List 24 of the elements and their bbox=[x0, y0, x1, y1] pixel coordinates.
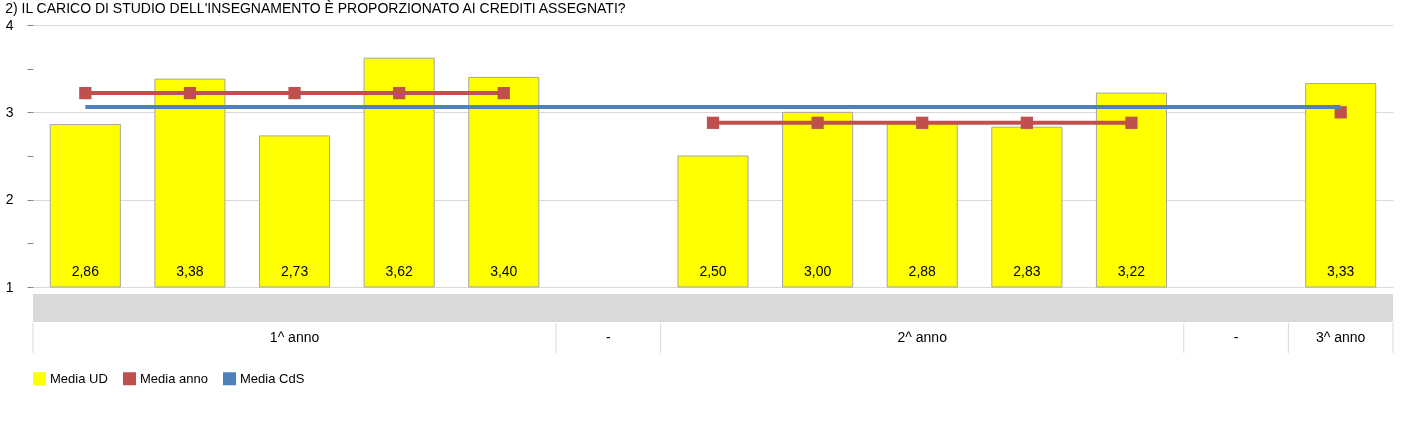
legend-label: Media anno bbox=[140, 370, 208, 386]
text: - bbox=[1233, 329, 1239, 345]
legend-label: Media CdS bbox=[240, 370, 305, 386]
data-label: 2,86 bbox=[71, 263, 100, 279]
data-label: 2,88 bbox=[908, 263, 937, 279]
legend-label: Media UD bbox=[50, 370, 108, 386]
y-tick-label: 1 bbox=[5, 278, 14, 295]
data-label: 2,50 bbox=[699, 263, 727, 279]
y-tick-label: 3 bbox=[5, 103, 14, 120]
y-tick-label: 2 bbox=[5, 191, 14, 208]
data-label: 3,38 bbox=[176, 263, 204, 279]
text: - bbox=[606, 329, 612, 345]
data-label: 3,22 bbox=[1117, 263, 1146, 279]
chart-title: 2) IL CARICO DI STUDIO DELL'INSEGNAMENTO È PROPORZIONATO AI CREDITI ASSEGNATI? bbox=[5, 0, 626, 16]
data-label: 3,40 bbox=[490, 263, 518, 279]
text: 1^ anno bbox=[269, 329, 320, 345]
y-tick-label: 4 bbox=[5, 16, 14, 33]
data-label: 2,73 bbox=[280, 263, 309, 279]
data-label: 3,62 bbox=[385, 263, 413, 279]
text: 3^ anno bbox=[1316, 329, 1366, 345]
data-label: 2,83 bbox=[1013, 263, 1041, 279]
text: 2^ anno bbox=[897, 329, 948, 345]
data-label: 3,00 bbox=[803, 263, 832, 279]
data-label: 3,33 bbox=[1327, 263, 1355, 279]
